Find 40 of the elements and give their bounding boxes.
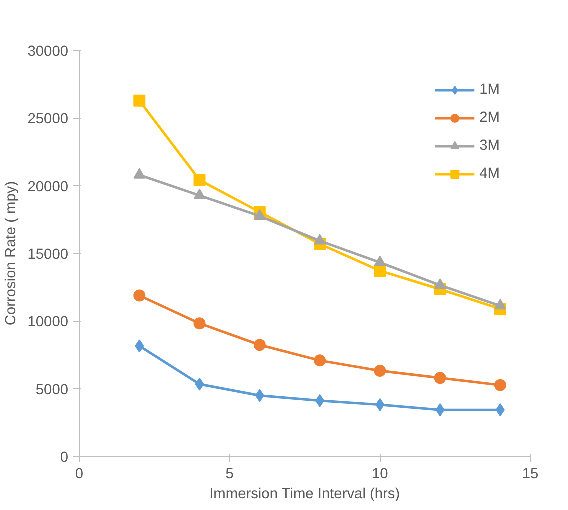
legend-label: 2M [480,110,500,126]
point [255,389,264,402]
legend-label: 3M [480,138,500,154]
point [316,394,325,408]
x-tick-label: 0 [75,466,84,482]
y-tick-label: 15000 [28,247,69,263]
legend-label: 1M [480,82,500,98]
y-tick-label: 5000 [36,382,69,398]
point [434,278,446,290]
y-tick-label: 0 [60,450,69,466]
point [254,209,266,220]
point [374,256,386,266]
y-tick-label: 25000 [28,112,69,128]
point [314,234,326,245]
point [195,378,204,391]
point [434,372,446,384]
y-tick-label: 20000 [28,179,69,196]
y-tick-label: 10000 [28,314,69,331]
point [436,404,445,417]
point [194,318,206,330]
point [194,174,206,186]
y-axis-title: Corrosion Rate ( mpy) [4,181,20,326]
point [134,290,146,302]
point [254,339,266,352]
point [494,379,506,392]
x-axis-title: Immersion Time Interval (hrs) [210,486,400,502]
point [314,354,326,367]
x-tick-label: 15 [522,466,539,482]
point [376,398,385,412]
x-tick-label: 10 [372,466,388,482]
point [374,364,386,377]
point [496,404,505,417]
point [135,340,144,353]
x-tick-label: 5 [226,466,234,482]
point [494,299,506,310]
point [134,94,146,107]
point [134,168,146,179]
point [194,188,206,200]
y-tick-label: 30000 [28,44,69,60]
legend-label: 4M [480,166,500,182]
